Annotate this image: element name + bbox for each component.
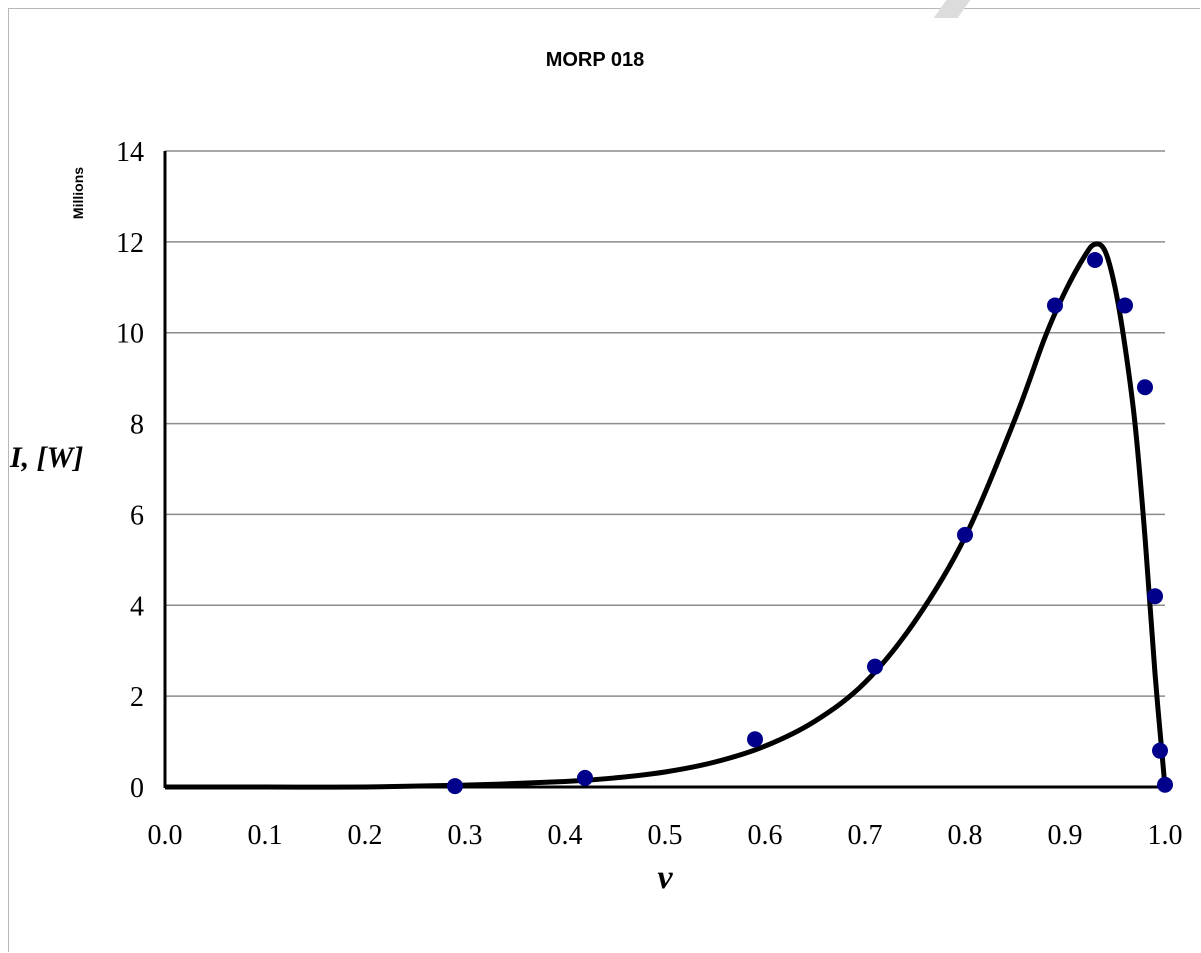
grid-lines	[165, 150, 1165, 697]
axes	[163, 151, 1165, 789]
x-tick-label: 0.5	[648, 820, 683, 851]
data-point	[1152, 742, 1168, 759]
data-point	[957, 526, 973, 543]
data-point	[1087, 252, 1103, 269]
y-tick-label: 6	[130, 500, 144, 531]
fit-curve	[165, 241, 1168, 790]
y-tick-labels: 0 2 4 6 8 10 12 14	[116, 137, 144, 804]
x-tick-label: 0.6	[748, 820, 783, 851]
x-tick-label: 0.4	[548, 820, 583, 851]
x-tick-labels: 0.0 0.1 0.2 0.3 0.4 0.5 0.6 0.7 0.8 0.9 1.0	[148, 820, 1183, 851]
x-tick-label: 0.7	[848, 820, 883, 851]
y-tick-label: 4	[130, 591, 144, 622]
x-tick-label: 0.0	[148, 820, 183, 851]
x-axis-label: v	[657, 859, 673, 896]
data-point	[1117, 297, 1133, 314]
data-points	[447, 252, 1173, 795]
y-axis-label: I, [W]	[9, 441, 83, 474]
data-point	[747, 731, 763, 748]
data-point	[1047, 297, 1063, 314]
data-point	[867, 658, 883, 675]
y-tick-label: 12	[116, 228, 144, 259]
y-tick-label: 8	[130, 410, 144, 441]
x-tick-label: 0.8	[948, 820, 983, 851]
x-tick-label: 0.9	[1048, 820, 1083, 851]
y-tick-label: 14	[116, 137, 144, 168]
fit-curve-line	[165, 241, 1168, 790]
y-tick-label: 2	[130, 682, 144, 713]
data-point	[577, 769, 593, 786]
data-point	[1147, 588, 1163, 605]
data-point	[447, 778, 463, 795]
y-axis-unit-label: Millions	[70, 167, 86, 219]
x-tick-label: 0.2	[348, 820, 383, 851]
y-tick-label: 10	[116, 319, 144, 350]
x-tick-label: 0.1	[248, 820, 283, 851]
x-tick-label: 1.0	[1148, 820, 1183, 851]
data-point	[1157, 776, 1173, 793]
data-point	[1137, 379, 1153, 396]
x-tick-label: 0.3	[448, 820, 483, 851]
chart-frame	[8, 8, 1200, 952]
chart-title: MORP 018	[546, 49, 645, 71]
y-tick-label: 0	[130, 773, 144, 804]
